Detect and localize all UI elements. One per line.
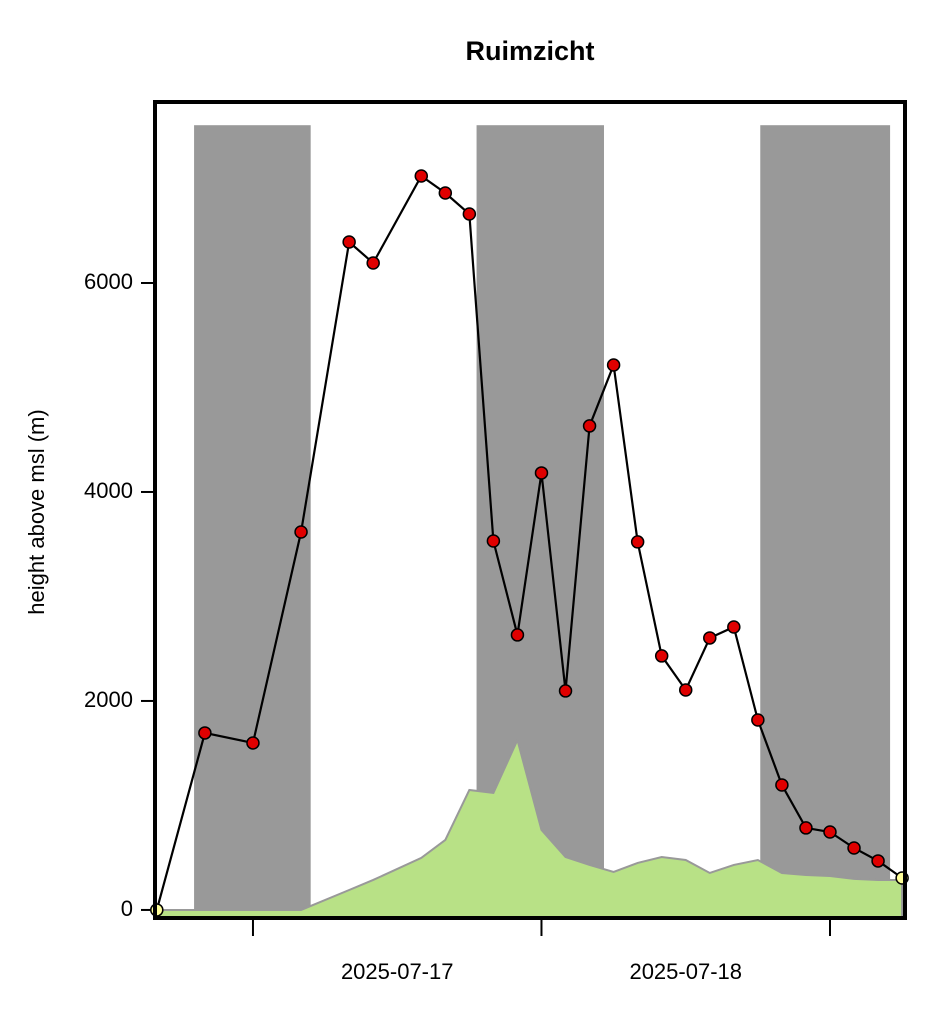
night-band xyxy=(476,125,604,910)
altitude-point xyxy=(486,534,501,548)
altitude-point xyxy=(847,841,861,855)
altitude-point xyxy=(342,235,356,249)
altitude-point xyxy=(606,358,621,372)
y-axis-label: height above msl (m) xyxy=(24,409,49,614)
altitude-point xyxy=(703,631,717,645)
plot-frame xyxy=(153,100,907,920)
altitude-point xyxy=(366,256,380,270)
ground-area xyxy=(155,736,904,919)
altitude-point xyxy=(751,713,765,727)
y-tick-label: 6000 xyxy=(84,269,133,294)
altitude-point xyxy=(558,684,573,698)
altitude-point xyxy=(775,778,789,792)
altitude-point xyxy=(198,726,212,740)
altitude-point xyxy=(510,628,525,642)
night-band xyxy=(194,125,311,910)
altitude-point xyxy=(823,825,837,839)
altitude-point xyxy=(654,649,669,663)
altitude-point xyxy=(414,169,429,183)
altitude-point xyxy=(462,207,477,221)
altitude-point xyxy=(534,466,549,480)
altitude-point xyxy=(871,854,885,868)
night-band xyxy=(760,125,891,910)
y-tick-label: 0 xyxy=(121,896,133,921)
y-tick-label: 2000 xyxy=(84,687,133,712)
altitude-point xyxy=(582,419,597,433)
altitude-point xyxy=(438,186,453,200)
chart-title: Ruimzicht xyxy=(465,36,594,66)
altitude-point xyxy=(246,736,260,750)
x-tick-label: 2025-07-17 xyxy=(341,959,454,984)
altitude-point xyxy=(727,620,741,634)
x-tick-label: 2025-07-18 xyxy=(629,959,742,984)
altitude-point xyxy=(294,525,308,539)
y-tick-label: 4000 xyxy=(84,478,133,503)
altitude-point xyxy=(630,535,645,549)
altitude-point xyxy=(799,821,813,835)
altitude-point xyxy=(678,683,693,697)
